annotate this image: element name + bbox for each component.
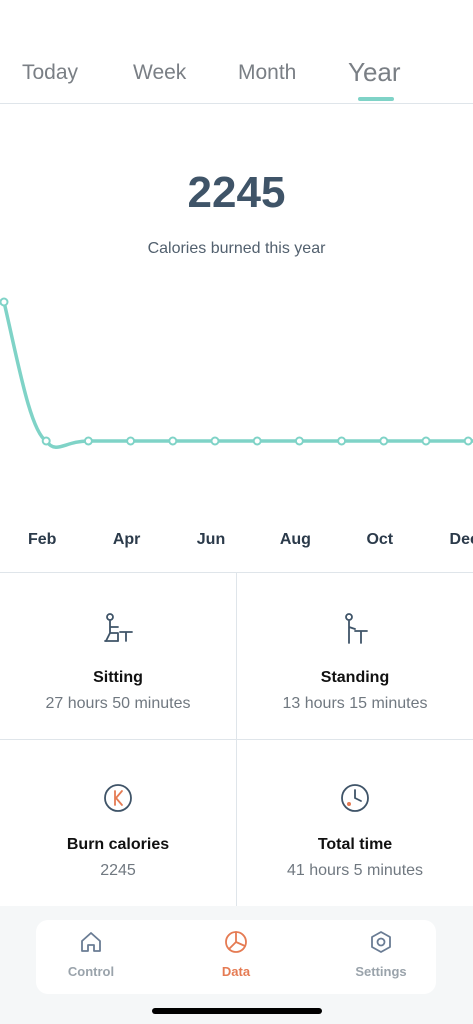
tab-year[interactable]: Year bbox=[348, 57, 401, 87]
stat-total-time: Total time 41 hours 5 minutes bbox=[237, 740, 473, 906]
x-tick-label: Oct bbox=[366, 531, 394, 548]
hexagon-settings-icon bbox=[371, 931, 391, 953]
stat-title: Sitting bbox=[93, 669, 143, 686]
nav-control[interactable]: Control bbox=[36, 920, 146, 994]
period-tabs: Today Week Month Year bbox=[0, 55, 473, 104]
stat-title: Burn calories bbox=[66, 836, 170, 853]
nav-label: Settings bbox=[355, 964, 407, 979]
series-line bbox=[2, 301, 473, 449]
home-icon bbox=[81, 932, 101, 952]
x-tick-label: Aug bbox=[279, 531, 311, 548]
stat-title: Total time bbox=[317, 836, 393, 853]
data-point-mar bbox=[83, 436, 93, 446]
nav-label: Data bbox=[221, 964, 251, 979]
nav-data[interactable]: Data bbox=[181, 920, 291, 994]
nav-settings[interactable]: Settings bbox=[326, 920, 436, 994]
data-point-aug bbox=[294, 436, 304, 446]
pie-chart-icon bbox=[225, 931, 247, 953]
standing-icon bbox=[345, 613, 368, 644]
calories-caption: Calories burned this year bbox=[147, 240, 326, 257]
tab-week[interactable]: Week bbox=[133, 61, 187, 84]
stat-sitting: Sitting 27 hours 50 minutes bbox=[0, 573, 236, 739]
tab-today[interactable]: Today bbox=[22, 61, 79, 84]
data-point-jun bbox=[210, 436, 220, 446]
tab-month[interactable]: Month bbox=[238, 61, 297, 84]
stat-burn-calories: Burn calories 2245 bbox=[0, 740, 236, 906]
calories-line-chart bbox=[0, 297, 473, 449]
nav-label: Control bbox=[67, 964, 115, 979]
data-point-apr bbox=[126, 436, 136, 446]
data-point-oct bbox=[379, 436, 389, 446]
data-point-nov bbox=[421, 436, 431, 446]
stats-grid: Sitting 27 hours 50 minutes Standing 13 … bbox=[0, 572, 473, 908]
x-tick-label: Apr bbox=[112, 531, 141, 548]
clock-icon bbox=[341, 784, 369, 812]
home-indicator bbox=[152, 1008, 322, 1014]
bottom-navigation: Control Data Settings bbox=[36, 920, 436, 994]
stat-value: 41 hours 5 minutes bbox=[286, 862, 424, 879]
active-tab-indicator bbox=[358, 97, 394, 101]
data-point-jan bbox=[0, 297, 9, 307]
stat-standing: Standing 13 hours 15 minutes bbox=[237, 573, 473, 739]
stat-value: 27 hours 50 minutes bbox=[45, 695, 191, 712]
stat-title: Standing bbox=[320, 669, 390, 686]
data-point-may bbox=[168, 436, 178, 446]
calories-total: 2245 bbox=[187, 168, 286, 217]
sitting-icon bbox=[104, 613, 133, 642]
grid-divider-vertical bbox=[236, 573, 237, 907]
calorie-icon bbox=[104, 784, 132, 812]
data-point-feb bbox=[41, 436, 51, 446]
data-point-sep bbox=[337, 436, 347, 446]
x-tick-label: Jun bbox=[196, 531, 226, 548]
grid-divider-horizontal bbox=[0, 739, 473, 740]
data-point-jul bbox=[252, 436, 262, 446]
stat-value: 13 hours 15 minutes bbox=[282, 695, 428, 712]
x-tick-label: Dec bbox=[449, 531, 473, 548]
x-tick-label: Feb bbox=[27, 531, 57, 548]
data-point-dec bbox=[463, 436, 473, 446]
stat-value: 2245 bbox=[100, 862, 136, 879]
